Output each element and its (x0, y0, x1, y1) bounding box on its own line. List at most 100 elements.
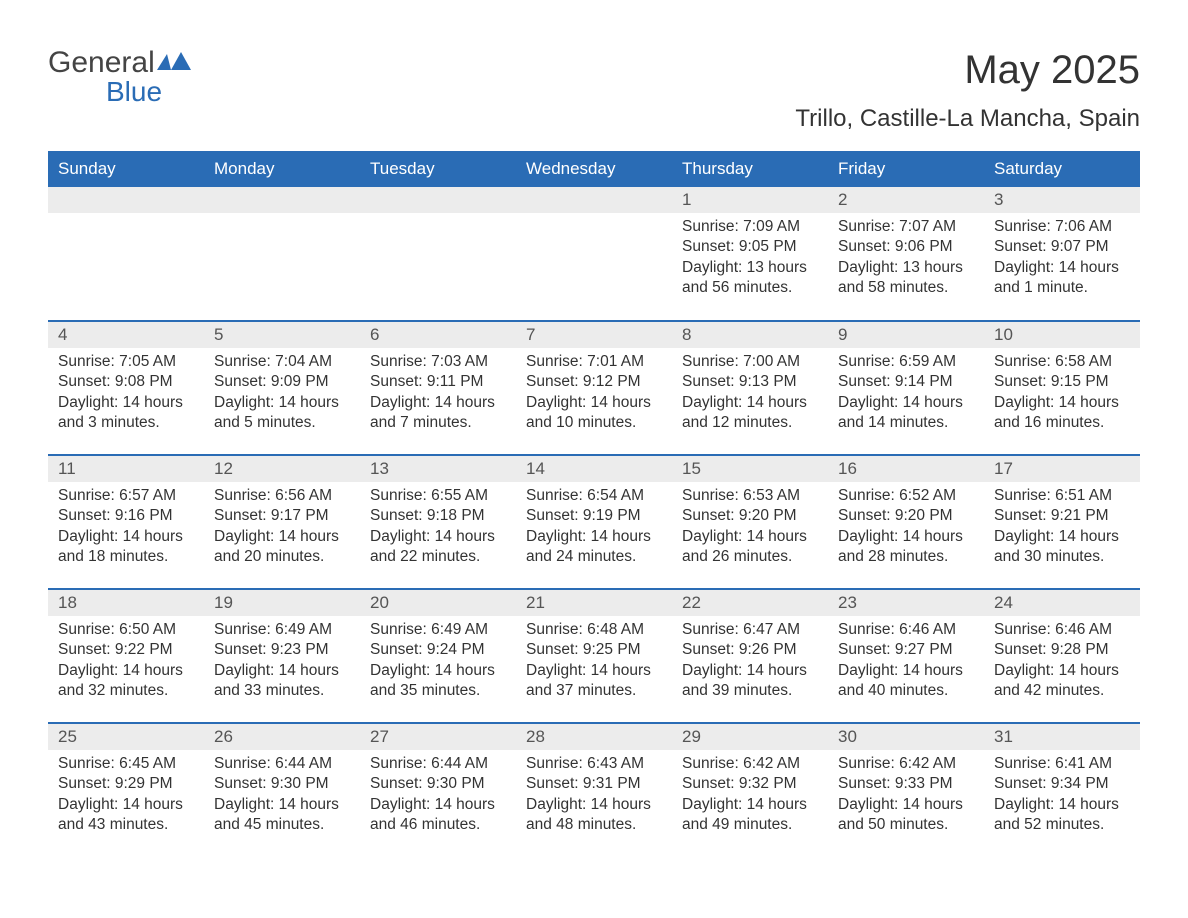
day-details: Sunrise: 6:42 AMSunset: 9:32 PMDaylight:… (672, 750, 828, 842)
day-sunset-line: Sunset: 9:32 PM (682, 774, 818, 794)
day-details: Sunrise: 6:44 AMSunset: 9:30 PMDaylight:… (360, 750, 516, 842)
day-day2-line: and 30 minutes. (994, 547, 1130, 567)
calendar-day-cell: 23Sunrise: 6:46 AMSunset: 9:27 PMDayligh… (828, 589, 984, 723)
day-day2-line: and 28 minutes. (838, 547, 974, 567)
day-sunrise-line: Sunrise: 7:06 AM (994, 217, 1130, 237)
day-day1-line: Daylight: 14 hours (994, 795, 1130, 815)
day-details: Sunrise: 6:52 AMSunset: 9:20 PMDaylight:… (828, 482, 984, 574)
day-day2-line: and 58 minutes. (838, 278, 974, 298)
day-number: 7 (516, 322, 672, 348)
day-sunrise-line: Sunrise: 6:55 AM (370, 486, 506, 506)
day-day2-line: and 14 minutes. (838, 413, 974, 433)
day-day2-line: and 37 minutes. (526, 681, 662, 701)
day-number (204, 187, 360, 213)
day-sunset-line: Sunset: 9:29 PM (58, 774, 194, 794)
day-number (360, 187, 516, 213)
day-day2-line: and 46 minutes. (370, 815, 506, 835)
day-sunset-line: Sunset: 9:31 PM (526, 774, 662, 794)
day-day1-line: Daylight: 14 hours (838, 795, 974, 815)
calendar-day-cell: 16Sunrise: 6:52 AMSunset: 9:20 PMDayligh… (828, 455, 984, 589)
day-sunrise-line: Sunrise: 6:45 AM (58, 754, 194, 774)
day-day2-line: and 43 minutes. (58, 815, 194, 835)
calendar-day-cell: 10Sunrise: 6:58 AMSunset: 9:15 PMDayligh… (984, 321, 1140, 455)
day-details: Sunrise: 7:07 AMSunset: 9:06 PMDaylight:… (828, 213, 984, 305)
day-sunrise-line: Sunrise: 6:50 AM (58, 620, 194, 640)
day-sunset-line: Sunset: 9:07 PM (994, 237, 1130, 257)
day-details: Sunrise: 6:46 AMSunset: 9:27 PMDaylight:… (828, 616, 984, 708)
day-day2-line: and 18 minutes. (58, 547, 194, 567)
logo-word1: General (48, 46, 155, 79)
day-day1-line: Daylight: 14 hours (838, 527, 974, 547)
day-details: Sunrise: 6:56 AMSunset: 9:17 PMDaylight:… (204, 482, 360, 574)
month-title: May 2025 (795, 48, 1140, 93)
day-day2-line: and 42 minutes. (994, 681, 1130, 701)
logo-text: General Blue (48, 48, 191, 106)
day-details: Sunrise: 7:05 AMSunset: 9:08 PMDaylight:… (48, 348, 204, 440)
day-sunset-line: Sunset: 9:06 PM (838, 237, 974, 257)
day-day1-line: Daylight: 13 hours (838, 258, 974, 278)
calendar-day-cell: 17Sunrise: 6:51 AMSunset: 9:21 PMDayligh… (984, 455, 1140, 589)
location-subtitle: Trillo, Castille-La Mancha, Spain (795, 105, 1140, 133)
day-sunrise-line: Sunrise: 7:01 AM (526, 352, 662, 372)
day-details: Sunrise: 6:50 AMSunset: 9:22 PMDaylight:… (48, 616, 204, 708)
logo-word2: Blue (106, 78, 191, 106)
day-sunrise-line: Sunrise: 6:43 AM (526, 754, 662, 774)
day-sunrise-line: Sunrise: 7:07 AM (838, 217, 974, 237)
day-number: 25 (48, 724, 204, 750)
day-number: 23 (828, 590, 984, 616)
day-day2-line: and 20 minutes. (214, 547, 350, 567)
day-number: 30 (828, 724, 984, 750)
day-day1-line: Daylight: 14 hours (526, 795, 662, 815)
day-day2-line: and 48 minutes. (526, 815, 662, 835)
calendar-head: SundayMondayTuesdayWednesdayThursdayFrid… (48, 151, 1140, 187)
day-day1-line: Daylight: 14 hours (526, 661, 662, 681)
day-sunrise-line: Sunrise: 7:09 AM (682, 217, 818, 237)
day-day1-line: Daylight: 14 hours (682, 661, 818, 681)
day-day2-line: and 45 minutes. (214, 815, 350, 835)
title-block: May 2025 Trillo, Castille-La Mancha, Spa… (795, 48, 1140, 143)
day-sunset-line: Sunset: 9:05 PM (682, 237, 818, 257)
calendar-day-cell: 29Sunrise: 6:42 AMSunset: 9:32 PMDayligh… (672, 723, 828, 857)
calendar-day-cell: 1Sunrise: 7:09 AMSunset: 9:05 PMDaylight… (672, 187, 828, 321)
calendar-day-cell: 5Sunrise: 7:04 AMSunset: 9:09 PMDaylight… (204, 321, 360, 455)
logo-flag-icon (157, 48, 191, 78)
day-sunset-line: Sunset: 9:11 PM (370, 372, 506, 392)
day-sunset-line: Sunset: 9:25 PM (526, 640, 662, 660)
day-details: Sunrise: 6:59 AMSunset: 9:14 PMDaylight:… (828, 348, 984, 440)
calendar-day-cell: 12Sunrise: 6:56 AMSunset: 9:17 PMDayligh… (204, 455, 360, 589)
day-day1-line: Daylight: 14 hours (994, 258, 1130, 278)
day-day2-line: and 35 minutes. (370, 681, 506, 701)
day-sunset-line: Sunset: 9:28 PM (994, 640, 1130, 660)
day-number: 2 (828, 187, 984, 213)
calendar-day-cell: 8Sunrise: 7:00 AMSunset: 9:13 PMDaylight… (672, 321, 828, 455)
day-number: 28 (516, 724, 672, 750)
day-details: Sunrise: 7:06 AMSunset: 9:07 PMDaylight:… (984, 213, 1140, 305)
day-sunset-line: Sunset: 9:13 PM (682, 372, 818, 392)
day-number: 9 (828, 322, 984, 348)
day-details: Sunrise: 6:43 AMSunset: 9:31 PMDaylight:… (516, 750, 672, 842)
day-number: 12 (204, 456, 360, 482)
day-number: 20 (360, 590, 516, 616)
weekday-header: Sunday (48, 151, 204, 187)
day-details: Sunrise: 6:55 AMSunset: 9:18 PMDaylight:… (360, 482, 516, 574)
day-day1-line: Daylight: 14 hours (214, 527, 350, 547)
day-number: 11 (48, 456, 204, 482)
day-sunrise-line: Sunrise: 6:41 AM (994, 754, 1130, 774)
day-day2-line: and 49 minutes. (682, 815, 818, 835)
day-sunrise-line: Sunrise: 6:56 AM (214, 486, 350, 506)
day-day1-line: Daylight: 14 hours (370, 527, 506, 547)
day-sunrise-line: Sunrise: 7:00 AM (682, 352, 818, 372)
calendar-day-cell: 21Sunrise: 6:48 AMSunset: 9:25 PMDayligh… (516, 589, 672, 723)
day-details: Sunrise: 6:49 AMSunset: 9:23 PMDaylight:… (204, 616, 360, 708)
day-day1-line: Daylight: 14 hours (58, 393, 194, 413)
calendar-day-cell: 11Sunrise: 6:57 AMSunset: 9:16 PMDayligh… (48, 455, 204, 589)
day-number: 29 (672, 724, 828, 750)
day-sunset-line: Sunset: 9:22 PM (58, 640, 194, 660)
calendar-day-cell: 20Sunrise: 6:49 AMSunset: 9:24 PMDayligh… (360, 589, 516, 723)
day-sunset-line: Sunset: 9:27 PM (838, 640, 974, 660)
day-day1-line: Daylight: 14 hours (58, 527, 194, 547)
calendar-day-cell: 19Sunrise: 6:49 AMSunset: 9:23 PMDayligh… (204, 589, 360, 723)
day-sunset-line: Sunset: 9:23 PM (214, 640, 350, 660)
day-sunset-line: Sunset: 9:15 PM (994, 372, 1130, 392)
calendar-day-cell: 6Sunrise: 7:03 AMSunset: 9:11 PMDaylight… (360, 321, 516, 455)
